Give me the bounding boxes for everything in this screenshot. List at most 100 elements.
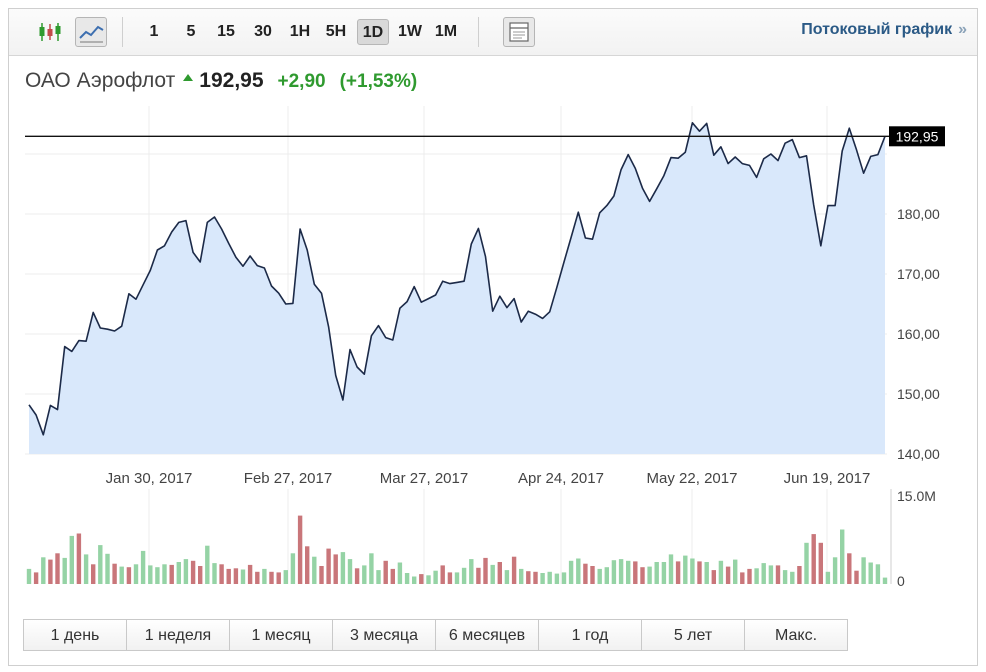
- interval-5[interactable]: 5: [186, 23, 196, 40]
- volume-bar: [140, 550, 146, 584]
- volume-bar: [354, 568, 360, 584]
- volume-bar: [640, 567, 645, 584]
- instrument-name: ОАО Аэрофлот: [25, 69, 176, 92]
- volume-bar: [454, 572, 460, 584]
- volume-bar: [183, 559, 189, 584]
- y-tick-label: 150,00: [897, 386, 940, 402]
- volume-bar: [519, 568, 524, 584]
- volume-bar: [561, 572, 567, 584]
- volume-bar: [547, 571, 552, 584]
- volume-bar: [854, 570, 859, 584]
- volume-bar: [48, 559, 53, 584]
- volume-bar: [768, 565, 774, 584]
- volume-bar: [412, 576, 417, 584]
- x-tick-label: Jun 19, 2017: [784, 470, 871, 487]
- interval-30[interactable]: 30: [254, 23, 272, 40]
- interval-1m[interactable]: 1M: [434, 23, 458, 40]
- interval-15[interactable]: 15: [217, 23, 235, 40]
- layout-icon[interactable]: [503, 17, 535, 47]
- volume-bar: [247, 564, 253, 584]
- interval-1h[interactable]: 1H: [289, 23, 311, 40]
- volume-bar: [511, 556, 517, 584]
- volume-bar: [469, 559, 474, 584]
- volume-bar: [212, 563, 217, 584]
- volume-bar: [83, 554, 89, 584]
- volume-bar: [775, 565, 781, 584]
- volume-bar: [41, 557, 46, 584]
- price-change-percent: (+1,53%): [339, 71, 418, 92]
- volume-bar: [647, 566, 652, 584]
- x-tick-label: Jan 30, 2017: [106, 470, 193, 487]
- volume-bar: [290, 553, 296, 584]
- volume-bar: [875, 564, 881, 584]
- volume-bar: [133, 564, 139, 584]
- volume-bar: [790, 571, 795, 584]
- volume-bar: [554, 573, 560, 584]
- range-max[interactable]: Макс.: [744, 619, 848, 651]
- volume-bar: [190, 560, 196, 584]
- volume-bar: [882, 577, 888, 584]
- volume-bar: [597, 568, 602, 584]
- range-6-months[interactable]: 6 месяцев: [435, 619, 539, 651]
- volume-bar: [369, 553, 374, 584]
- volume-bar: [690, 558, 695, 584]
- volume-bar: [711, 570, 716, 584]
- volume-bar: [76, 533, 82, 584]
- stream-chart-link[interactable]: Потоковый график »: [801, 21, 967, 39]
- quote-header: ОАО Аэрофлот 192,95 +2,90 (+1,53%): [25, 69, 417, 97]
- line-chart-icon[interactable]: [75, 17, 107, 47]
- volume-bar: [476, 567, 481, 584]
- chart-toolbar: 1 5 15 30 1H 5H 1D 1W 1M Потоковый графи…: [9, 9, 977, 56]
- x-tick-label: Apr 24, 2017: [518, 470, 604, 487]
- volume-bar: [205, 545, 210, 584]
- interval-1w[interactable]: 1W: [398, 23, 422, 40]
- x-tick-label: Mar 27, 2017: [380, 470, 468, 487]
- volume-bar: [626, 560, 631, 584]
- volume-bar: [112, 563, 117, 584]
- volume-bar: [404, 573, 410, 584]
- volume-bar: [576, 558, 581, 584]
- volume-bar: [162, 564, 167, 584]
- volume-bar: [733, 559, 738, 584]
- volume-bar: [312, 556, 317, 584]
- volume-bar: [98, 545, 103, 584]
- volume-bar: [148, 565, 153, 584]
- volume-bar: [419, 574, 424, 584]
- price-chart: Jan 30, 2017 Feb 27, 2017 Mar 27, 2017 Apr …: [25, 106, 945, 589]
- range-1-month[interactable]: 1 месяц: [229, 619, 333, 651]
- volume-max-label: 15.0M: [897, 488, 936, 504]
- volume-bar: [604, 567, 609, 584]
- volume-bar: [333, 554, 338, 584]
- volume-bar: [69, 535, 74, 584]
- volume-bar: [105, 553, 110, 584]
- volume-bar: [568, 560, 574, 584]
- volume-bar: [747, 568, 752, 584]
- range-1-day[interactable]: 1 день: [23, 619, 127, 651]
- volume-bar: [226, 568, 231, 584]
- volume-bar: [633, 561, 638, 584]
- volume-bar: [825, 571, 831, 584]
- x-tick-label: May 22, 2017: [647, 470, 738, 487]
- y-tick-label: 170,00: [897, 266, 940, 282]
- interval-1[interactable]: 1: [149, 23, 159, 40]
- y-tick-label: 160,00: [897, 326, 940, 342]
- range-3-months[interactable]: 3 месяца: [332, 619, 436, 651]
- volume-bar: [740, 572, 745, 584]
- interval-1d[interactable]: 1D: [357, 19, 389, 45]
- volume-bar: [675, 561, 681, 584]
- volume-bar: [461, 567, 467, 584]
- volume-bar: [718, 560, 724, 584]
- volume-bar: [126, 567, 132, 584]
- range-5-years[interactable]: 5 лет: [641, 619, 745, 651]
- volume-bar: [782, 570, 788, 584]
- range-1-week[interactable]: 1 неделя: [126, 619, 230, 651]
- volume-bar: [362, 565, 367, 584]
- volume-bar: [319, 566, 324, 584]
- candlestick-icon[interactable]: [37, 21, 63, 43]
- interval-5h[interactable]: 5H: [325, 23, 347, 40]
- range-1-year[interactable]: 1 год: [538, 619, 642, 651]
- stream-chart-label[interactable]: Потоковый график: [801, 21, 953, 38]
- volume-bar: [725, 566, 731, 584]
- volume-bar: [176, 562, 181, 584]
- volume-bar: [697, 561, 702, 584]
